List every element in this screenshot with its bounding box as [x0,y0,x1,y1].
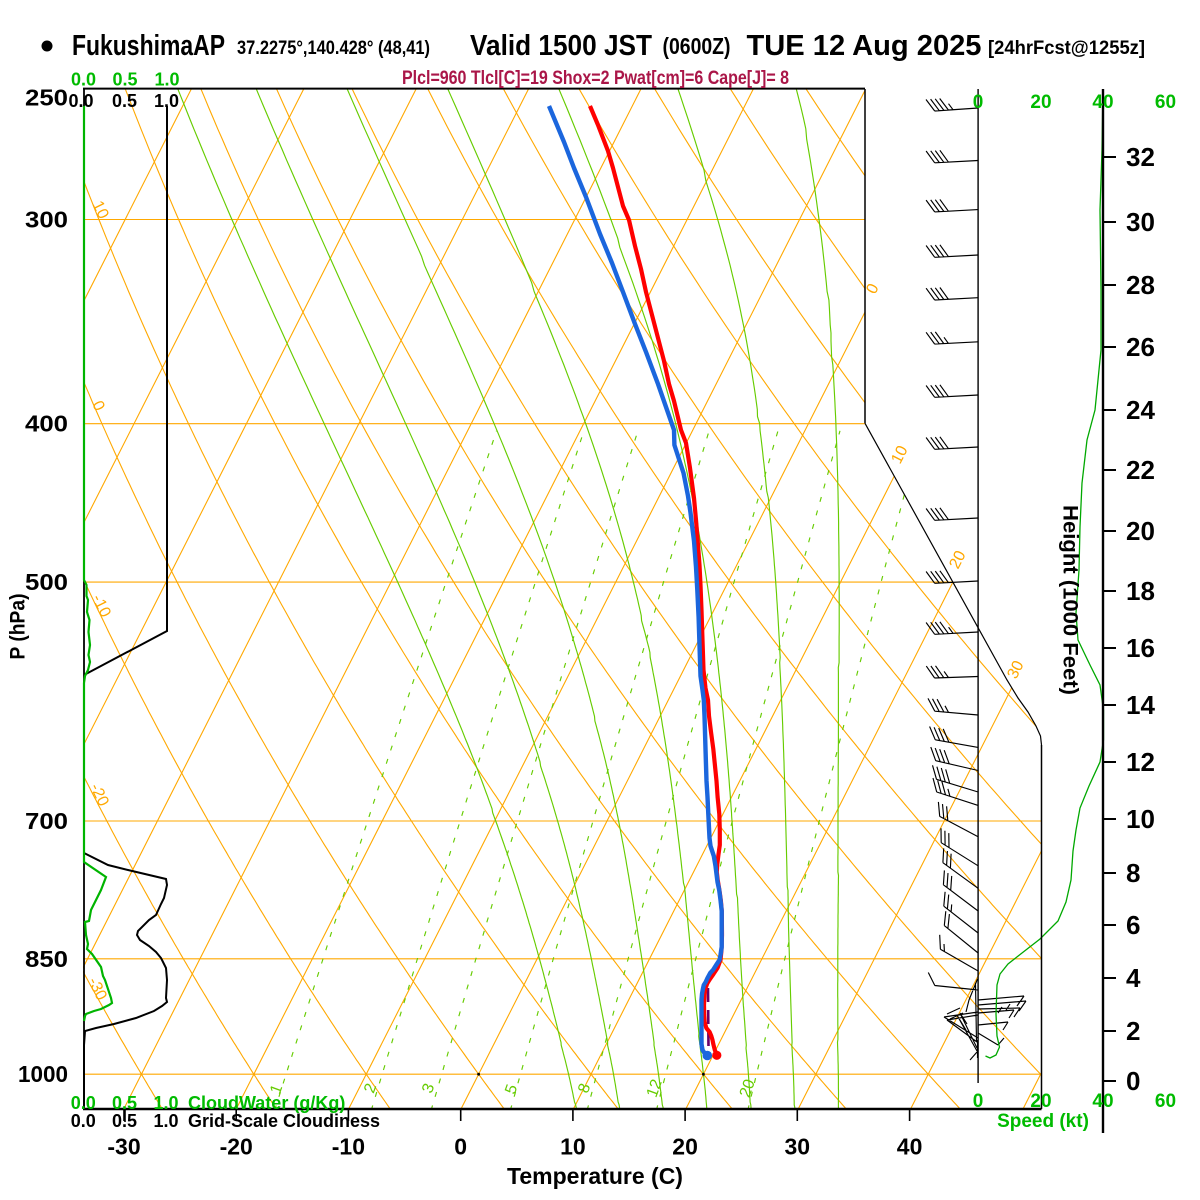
svg-text:60: 60 [1155,1091,1176,1112]
svg-text:20: 20 [1126,516,1155,546]
svg-text:20: 20 [946,548,969,572]
svg-text:0: 0 [454,1134,467,1160]
svg-text:-20: -20 [220,1134,253,1160]
svg-text:TUE 12 Aug 2025: TUE 12 Aug 2025 [747,30,982,62]
svg-text:0.0: 0.0 [71,70,96,90]
svg-text:18: 18 [1126,576,1155,606]
svg-text:20: 20 [1030,1091,1051,1112]
svg-text:1.0: 1.0 [153,1093,178,1113]
svg-text:20: 20 [1030,92,1051,113]
svg-text:[24hrFcst@1255z]: [24hrFcst@1255z] [988,37,1145,59]
svg-text:-10: -10 [332,1134,365,1160]
svg-text:12: 12 [1126,747,1155,777]
svg-text:700: 700 [25,808,68,834]
svg-text:28: 28 [1126,270,1155,300]
svg-text:22: 22 [1126,455,1155,485]
svg-text:8: 8 [1126,858,1140,888]
svg-text:300: 300 [25,207,68,233]
svg-text:20: 20 [672,1134,698,1160]
svg-text:0: 0 [1126,1066,1140,1096]
svg-text:26: 26 [1126,332,1155,362]
svg-text:14: 14 [1126,690,1155,720]
svg-text:10: 10 [1126,804,1155,834]
svg-text:850: 850 [25,946,68,972]
svg-text:1.0: 1.0 [154,70,179,90]
svg-text:0.5: 0.5 [112,1093,137,1113]
svg-text:60: 60 [1155,92,1176,113]
svg-text:400: 400 [25,411,68,437]
svg-text:10: 10 [89,198,112,222]
svg-text:Plcl=960 Tlcl[C]=19 Shox=2 Pwa: Plcl=960 Tlcl[C]=19 Shox=2 Pwat[cm]=6 Ca… [402,67,789,89]
svg-text:4: 4 [1126,963,1141,993]
svg-text:20: 20 [737,1077,759,1100]
svg-text:30: 30 [1004,658,1027,682]
svg-text:0.0: 0.0 [71,1111,96,1131]
svg-text:0.5: 0.5 [112,1111,137,1131]
svg-text:FukushimaAP: FukushimaAP [72,30,225,62]
svg-text:Valid 1500 JST: Valid 1500 JST [470,30,652,62]
svg-text:1.0: 1.0 [154,91,179,111]
svg-text:Height (1000 Feet): Height (1000 Feet) [1059,505,1082,695]
svg-text:2: 2 [1126,1016,1140,1046]
svg-text:0.0: 0.0 [68,91,93,111]
svg-text:500: 500 [25,569,68,595]
svg-text:0.5: 0.5 [112,91,137,111]
svg-text:0: 0 [973,92,984,113]
svg-text:-30: -30 [107,1134,140,1160]
svg-text:0: 0 [973,1091,984,1112]
svg-text:6: 6 [1126,910,1140,940]
svg-text:Grid-Scale Cloudiness: Grid-Scale Cloudiness [188,1111,380,1131]
svg-text:Speed (kt): Speed (kt) [997,1111,1089,1132]
svg-text:0.5: 0.5 [112,70,137,90]
svg-text:Temperature (C): Temperature (C) [507,1163,683,1189]
svg-text:30: 30 [1126,207,1155,237]
svg-text:1000: 1000 [18,1061,68,1087]
svg-text:40: 40 [1092,1091,1113,1112]
svg-text:24: 24 [1126,395,1155,425]
svg-text:0.0: 0.0 [71,1093,96,1113]
svg-text:CloudWater (g/Kg): CloudWater (g/Kg) [188,1093,345,1113]
svg-text:30: 30 [785,1134,811,1160]
svg-text:1.0: 1.0 [153,1111,178,1131]
svg-text:10: 10 [888,443,911,467]
svg-text:10: 10 [560,1134,586,1160]
svg-text:40: 40 [897,1134,923,1160]
svg-text:12: 12 [644,1077,666,1100]
svg-text:P (hPa): P (hPa) [7,594,30,660]
svg-text:40: 40 [1092,92,1113,113]
svg-text:37.2275°,140.428° (48,41): 37.2275°,140.428° (48,41) [237,37,430,59]
svg-text:32: 32 [1126,142,1155,172]
svg-text:16: 16 [1126,633,1155,663]
svg-text:(0600Z): (0600Z) [663,33,731,59]
svg-text:250: 250 [25,85,68,111]
